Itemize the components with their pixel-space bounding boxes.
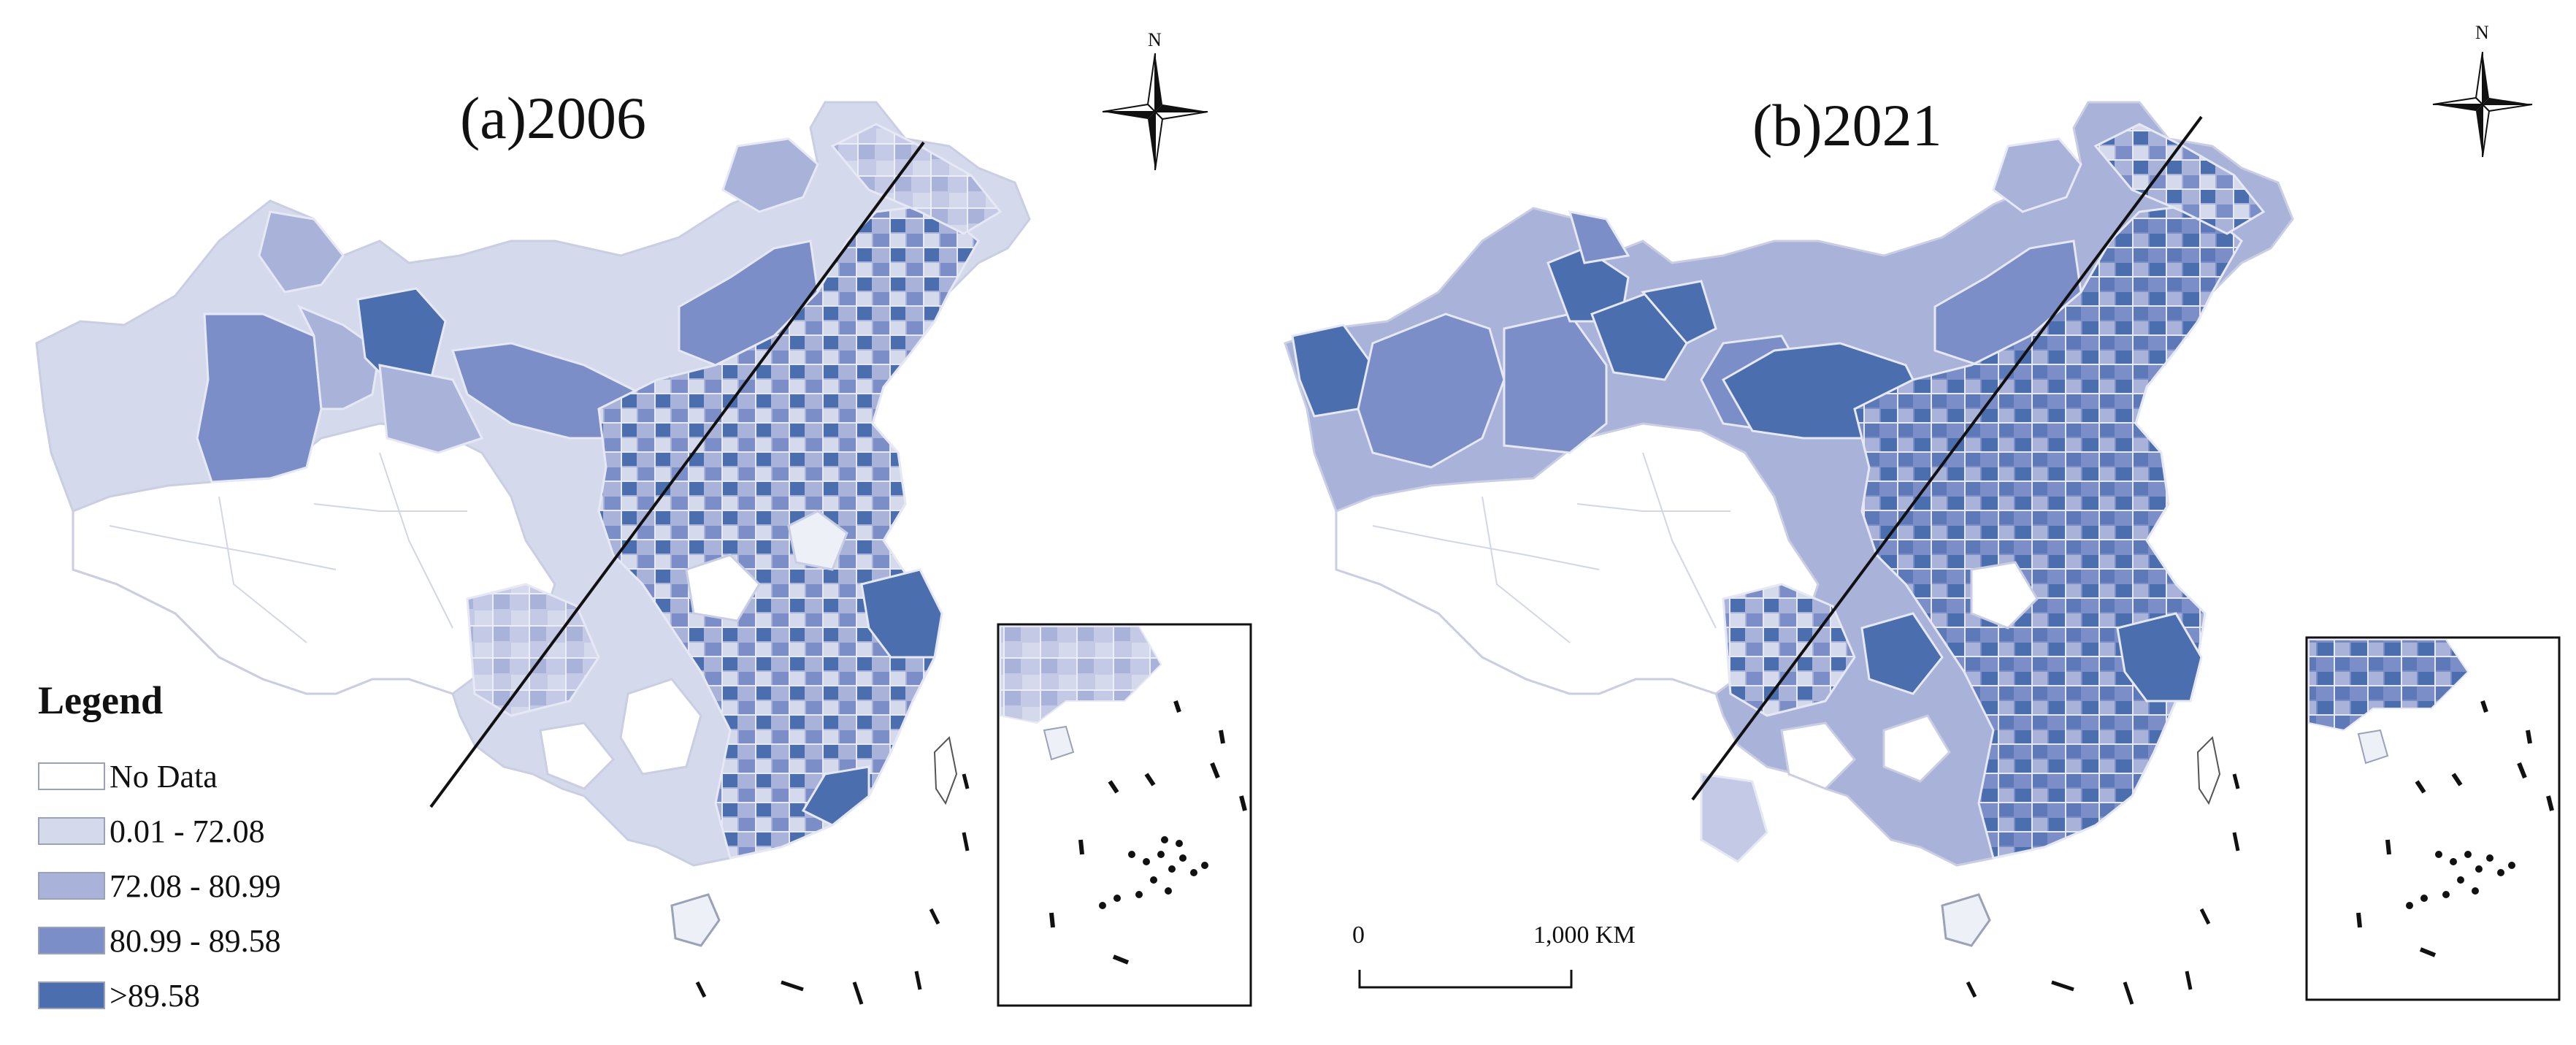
legend-swatch: [38, 927, 105, 954]
legend-item-class-2: 72.08 - 80.99: [38, 865, 281, 906]
map-panel-2006: [35, 101, 1252, 1007]
panel-title-2006: (a)2006: [460, 85, 647, 151]
map-panel-2021: [1284, 101, 2561, 1005]
legend-label: 0.01 - 72.08: [110, 813, 265, 849]
scale-bar: [1358, 970, 1573, 989]
island-hainan-2021: [1941, 893, 1991, 947]
legend-label: No Data: [110, 758, 218, 795]
legend-title: Legend: [38, 678, 164, 722]
legend-item-class-1: 0.01 - 72.08: [38, 811, 265, 851]
legend-label: 80.99 - 89.58: [110, 922, 281, 959]
hu-line-2021: [1691, 115, 2203, 801]
legend-item-no-data: No Data: [38, 756, 218, 797]
hu-line-2006: [429, 141, 925, 808]
north-arrow-icon: [1102, 53, 1208, 171]
legend-swatch: [38, 817, 105, 845]
north-label: N: [1148, 29, 1162, 50]
panel-title-2021: (b)2021: [1752, 92, 1942, 158]
legend-label: >89.58: [110, 977, 200, 1014]
scale-start-label: 0: [1352, 922, 1365, 949]
north-arrow-icon: [2432, 51, 2533, 158]
legend-item-class-4: >89.58: [38, 975, 200, 1016]
legend-item-class-3: 80.99 - 89.58: [38, 920, 281, 961]
legend-swatch: [38, 981, 105, 1009]
scale-end-label: 1,000 KM: [1533, 922, 1636, 949]
legend-swatch: [38, 872, 105, 900]
legend-label: 72.08 - 80.99: [110, 868, 281, 904]
legend-swatch: [38, 762, 105, 790]
island-hainan-2006: [670, 893, 721, 947]
region-xinjiang-2006: [196, 313, 323, 483]
north-label: N: [2475, 22, 2489, 43]
